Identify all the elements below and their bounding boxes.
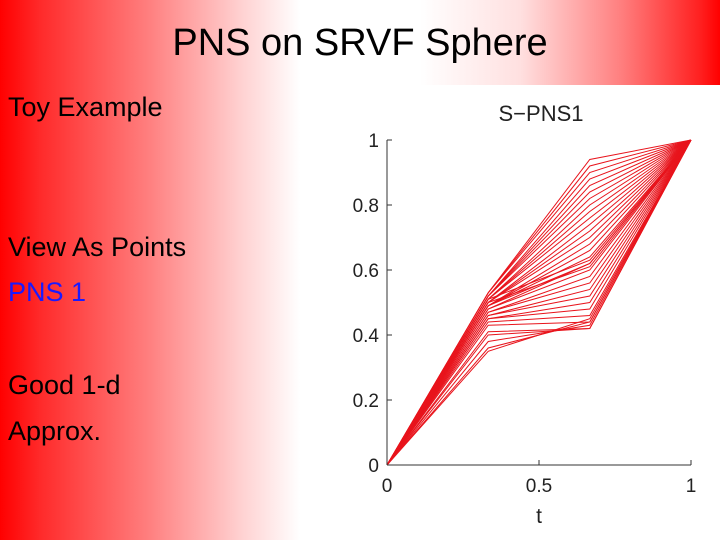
curves-group (386, 139, 692, 466)
y-tick-label: 0.4 (353, 326, 380, 347)
curve-line-24 (386, 139, 692, 466)
s-pns1-line-chart: 0 0.2 0.4 0.6 0.8 1 0 0.5 1 S−PNS1 t (353, 101, 697, 528)
x-tick-label: 0.5 (526, 476, 552, 497)
y-tick-label: 0.8 (353, 196, 379, 217)
x-tick-label: 0 (382, 476, 393, 497)
curve-line-22 (386, 139, 692, 466)
x-tick-label: 1 (686, 476, 697, 497)
curve-line-34 (386, 139, 692, 466)
curve-line-28 (386, 139, 692, 466)
figure-panel: 0 0.2 0.4 0.6 0.8 1 0 0.5 1 S−PNS1 t (315, 85, 720, 540)
y-tick-label: 0 (368, 456, 379, 477)
slide-title: PNS on SRVF Sphere (172, 22, 548, 64)
y-tick-label: 0.2 (353, 391, 379, 412)
curve-line-3 (386, 139, 692, 466)
x-axis-label: t (536, 505, 542, 528)
ticks-group: 0 0.2 0.4 0.6 0.8 1 0 0.5 1 (353, 131, 697, 497)
curve-line-18 (386, 139, 692, 466)
curve-line-20 (386, 139, 692, 466)
bullet-approx: Approx. (8, 416, 102, 446)
bullet-view-as-points: View As Points (8, 232, 187, 262)
y-tick-label: 0.6 (353, 261, 379, 282)
curve-line-29 (386, 139, 692, 466)
curve-line-33 (386, 139, 692, 466)
curve-line-7 (386, 139, 692, 466)
curve-line-25 (386, 139, 692, 466)
bullet-toy-example: Toy Example (8, 92, 163, 122)
y-tick-label: 1 (368, 131, 379, 152)
chart-title: S−PNS1 (499, 101, 584, 126)
curve-line-31 (386, 139, 692, 466)
bullet-pns-1: PNS 1 (8, 277, 87, 307)
curve-line-21 (386, 139, 692, 466)
bullet-good-1d: Good 1-d (8, 370, 121, 400)
